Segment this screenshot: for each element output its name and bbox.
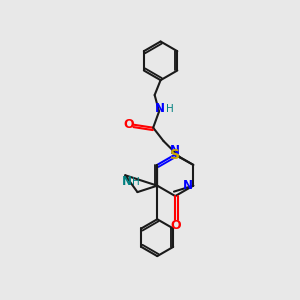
Text: N: N <box>170 143 180 157</box>
Text: N: N <box>183 179 193 192</box>
Text: H: H <box>132 177 140 187</box>
Text: N: N <box>155 103 165 116</box>
Text: S: S <box>169 148 180 162</box>
Text: N: N <box>122 175 132 188</box>
Text: H: H <box>166 104 173 114</box>
Text: O: O <box>123 118 134 131</box>
Text: O: O <box>170 219 181 232</box>
